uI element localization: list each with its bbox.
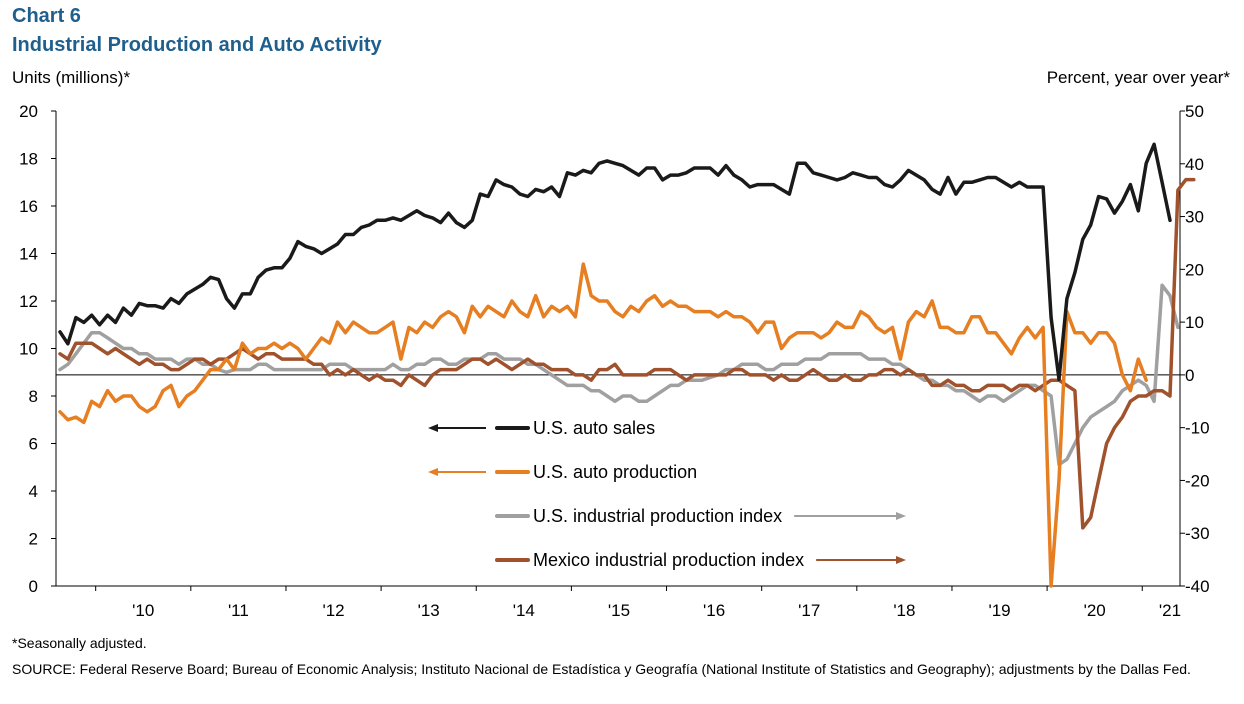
x-tick-label: '12 xyxy=(322,601,344,620)
chart-number: Chart 6 xyxy=(12,5,81,27)
x-tick-label: '15 xyxy=(608,601,630,620)
left-tick-label: 14 xyxy=(19,245,38,264)
left-tick-label: 6 xyxy=(29,435,38,454)
series-line xyxy=(58,283,1180,467)
right-tick-label: 40 xyxy=(1185,155,1204,174)
x-tick-label: '17 xyxy=(798,601,820,620)
right-tick-label: -30 xyxy=(1185,524,1210,543)
right-tick-label: -20 xyxy=(1185,471,1210,490)
legend-arrow-head xyxy=(428,424,438,432)
legend-label: U.S. auto sales xyxy=(533,418,655,438)
legend: U.S. auto sales U.S. auto production U.S. … xyxy=(428,418,906,570)
legend-label: U.S. auto production xyxy=(533,462,697,482)
x-tick-label: '14 xyxy=(513,601,535,620)
series-line xyxy=(58,262,1148,588)
legend-arrow-head xyxy=(896,556,906,564)
x-tick-label: '13 xyxy=(418,601,440,620)
x-tick-label: '18 xyxy=(893,601,915,620)
left-tick-label: 0 xyxy=(29,577,38,596)
chart-title: Industrial Production and Auto Activity xyxy=(12,34,382,56)
right-tick-label: 10 xyxy=(1185,313,1204,332)
source-note: SOURCE: Federal Reserve Board; Bureau of… xyxy=(12,661,1191,677)
axes: 0 2 4 6 8 10 12 14 16 18 20 -40 -30 -20 -10 0 10 20 30 40 50… xyxy=(19,102,1210,620)
right-tick-label: 30 xyxy=(1185,208,1204,227)
x-tick-label: '19 xyxy=(988,601,1010,620)
left-tick-label: 12 xyxy=(19,292,38,311)
left-tick-label: 20 xyxy=(19,102,38,121)
x-tick-label: '21 xyxy=(1159,601,1181,620)
left-tick-label: 18 xyxy=(19,150,38,169)
left-tick-label: 10 xyxy=(19,340,38,359)
x-tick-label: '20 xyxy=(1084,601,1106,620)
legend-arrow-head xyxy=(896,512,906,520)
x-tick-label: '10 xyxy=(132,601,154,620)
series-line xyxy=(58,142,1172,382)
legend-arrow-head xyxy=(428,468,438,476)
right-tick-label: 20 xyxy=(1185,260,1204,279)
x-tick-label: '11 xyxy=(228,601,249,620)
left-axis-title: Units (millions)* xyxy=(12,68,131,87)
right-tick-label: -10 xyxy=(1185,419,1210,438)
right-axis-title: Percent, year over year* xyxy=(1046,68,1230,87)
right-tick-label: 50 xyxy=(1185,102,1204,121)
footnote: *Seasonally adjusted. xyxy=(12,635,147,651)
legend-label: U.S. industrial production index xyxy=(533,506,782,526)
right-tick-label: 0 xyxy=(1185,366,1194,385)
right-tick-label: -40 xyxy=(1185,577,1210,596)
x-tick-label: '16 xyxy=(703,601,725,620)
left-tick-label: 8 xyxy=(29,387,38,406)
legend-label: Mexico industrial production index xyxy=(533,550,804,570)
left-tick-label: 16 xyxy=(19,197,38,216)
series-layer xyxy=(58,142,1196,588)
left-tick-label: 4 xyxy=(29,482,38,501)
left-tick-label: 2 xyxy=(29,530,38,549)
